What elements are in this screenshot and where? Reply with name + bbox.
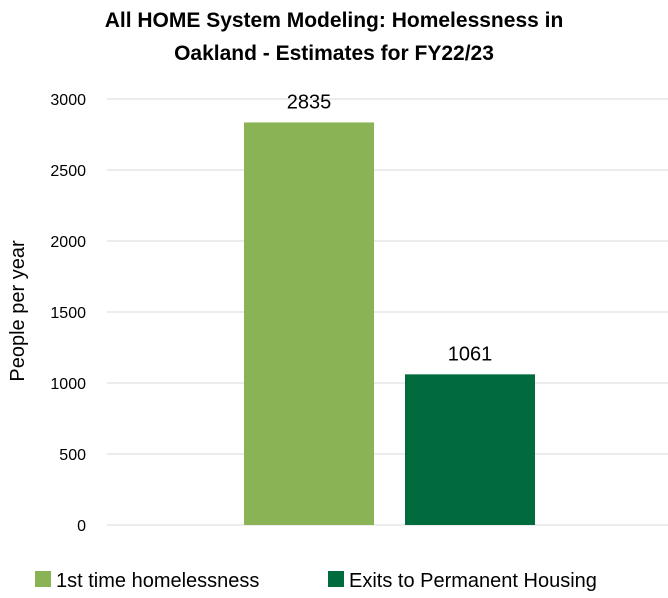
bar-1 — [244, 122, 374, 526]
y-axis-title: People per year — [7, 240, 29, 382]
legend-label-1: 1st time homelessness — [56, 570, 259, 592]
data-label-2: 1061 — [448, 343, 493, 365]
data-label-1: 2835 — [287, 91, 332, 113]
legend: 1st time homelessness Exits to Permanent … — [35, 570, 597, 592]
y-axis-ticks: 0 500 1000 1500 2000 2500 3000 — [50, 92, 86, 535]
gridlines — [107, 98, 668, 526]
y-tick-label: 2000 — [50, 234, 86, 251]
y-tick-label: 3000 — [50, 92, 86, 109]
y-tick-label: 1000 — [50, 376, 86, 393]
y-tick-label: 2500 — [50, 163, 86, 180]
bar-2 — [405, 374, 535, 525]
data-labels: 2835 1061 — [287, 91, 493, 365]
y-tick-label: 500 — [59, 447, 86, 464]
legend-label-2: Exits to Permanent Housing — [349, 570, 597, 592]
legend-swatch-1 — [35, 571, 51, 587]
legend-swatch-2 — [328, 571, 344, 587]
chart-title-line-2: Oakland - Estimates for FY22/23 — [174, 42, 494, 65]
y-tick-label: 0 — [77, 518, 86, 535]
chart-title-line-1: All HOME System Modeling: Homelessness i… — [105, 9, 564, 32]
bars — [244, 122, 535, 526]
y-tick-label: 1500 — [50, 305, 86, 322]
